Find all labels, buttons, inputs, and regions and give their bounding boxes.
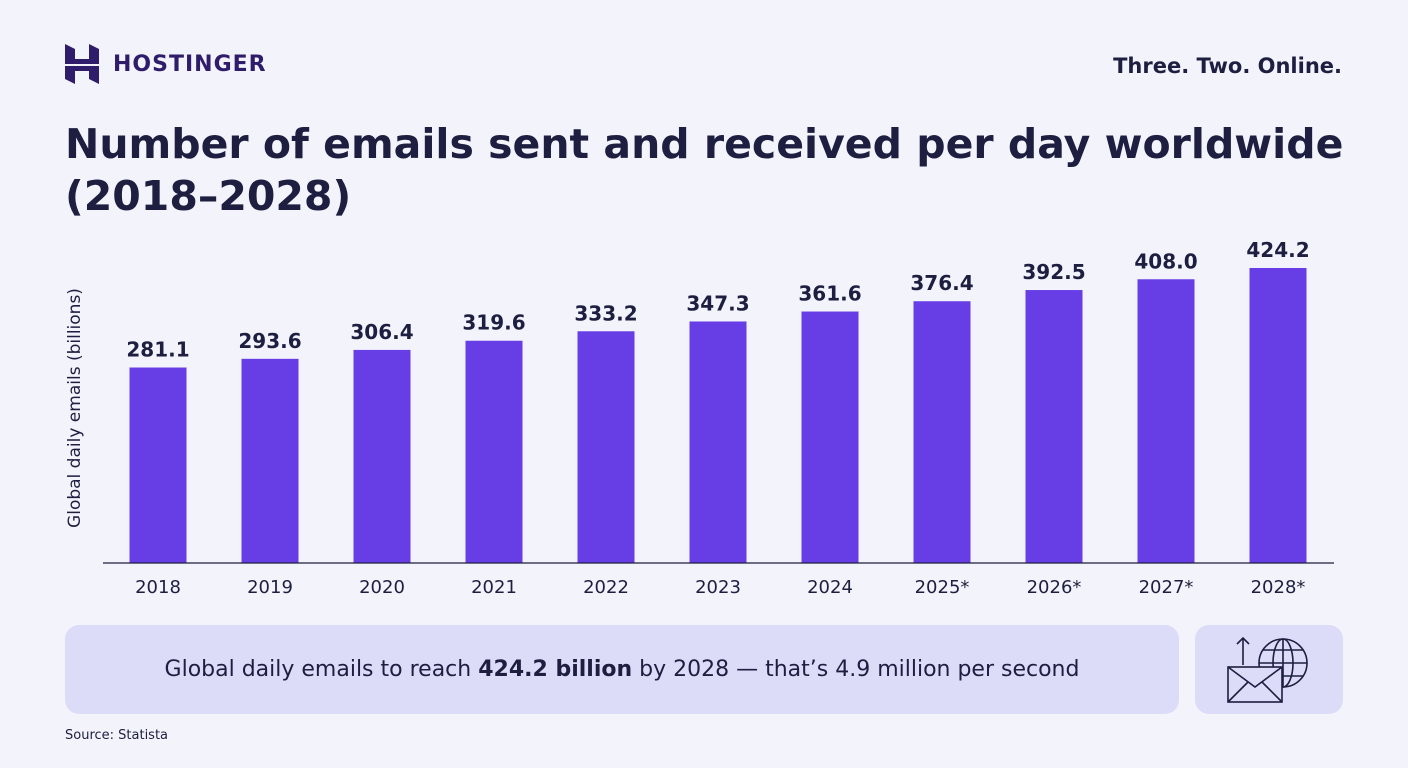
bar: [913, 301, 971, 563]
bar: [353, 349, 411, 563]
callout-text: Global daily emails to reach 424.2 billi…: [164, 657, 1080, 682]
x-tick-label: 2022: [583, 577, 629, 598]
data-label: 319.6: [462, 311, 525, 335]
data-label: 347.3: [686, 291, 749, 315]
x-tick-label: 2028*: [1251, 577, 1306, 598]
data-label: 333.2: [574, 301, 637, 325]
bar: [577, 331, 635, 563]
chart-title: Number of emails sent and received per d…: [65, 120, 1344, 220]
data-label: 293.6: [238, 329, 301, 353]
bar: [1249, 268, 1307, 563]
x-tick-label: 2026*: [1027, 577, 1082, 598]
bar: [801, 311, 859, 563]
data-label: 306.4: [350, 320, 413, 344]
x-tick-label: 2024: [807, 577, 853, 598]
x-tick-label: 2025*: [915, 577, 970, 598]
data-label: 424.2: [1246, 238, 1309, 262]
data-label: 361.6: [798, 282, 861, 306]
source-note: Source: Statista: [65, 728, 169, 743]
bar: [1137, 279, 1195, 563]
x-tick-label: 2023: [695, 577, 741, 598]
data-label: 392.5: [1022, 260, 1085, 284]
callout-banner: Global daily emails to reach 424.2 billi…: [65, 625, 1179, 714]
email-globe-card: [1195, 625, 1343, 714]
x-tick-label: 2019: [247, 577, 293, 598]
bar: [465, 340, 523, 563]
hostinger-logo-icon: [65, 44, 99, 84]
bar-chart: 281.1 2018 293.6 2019 306.4 2020 319.6 2021 333.…: [103, 238, 1334, 598]
x-tick-label: 2021: [471, 577, 517, 598]
x-tick-label: 2027*: [1139, 577, 1194, 598]
x-tick-label: 2018: [135, 577, 181, 598]
data-label: 408.0: [1134, 249, 1197, 273]
tagline: Three. Two. Online.: [1113, 54, 1342, 78]
data-label: 376.4: [910, 271, 973, 295]
data-label: 281.1: [126, 338, 189, 362]
email-globe-icon: [1227, 636, 1308, 703]
x-tick-label: 2020: [359, 577, 405, 598]
bar: [129, 367, 187, 563]
bar: [689, 321, 747, 563]
hostinger-logo: HOSTINGER: [65, 44, 267, 84]
bar: [1025, 290, 1083, 563]
bar: [241, 358, 299, 563]
brand-name: HOSTINGER: [113, 51, 267, 77]
callout-highlight: 424.2 billion: [478, 657, 633, 682]
